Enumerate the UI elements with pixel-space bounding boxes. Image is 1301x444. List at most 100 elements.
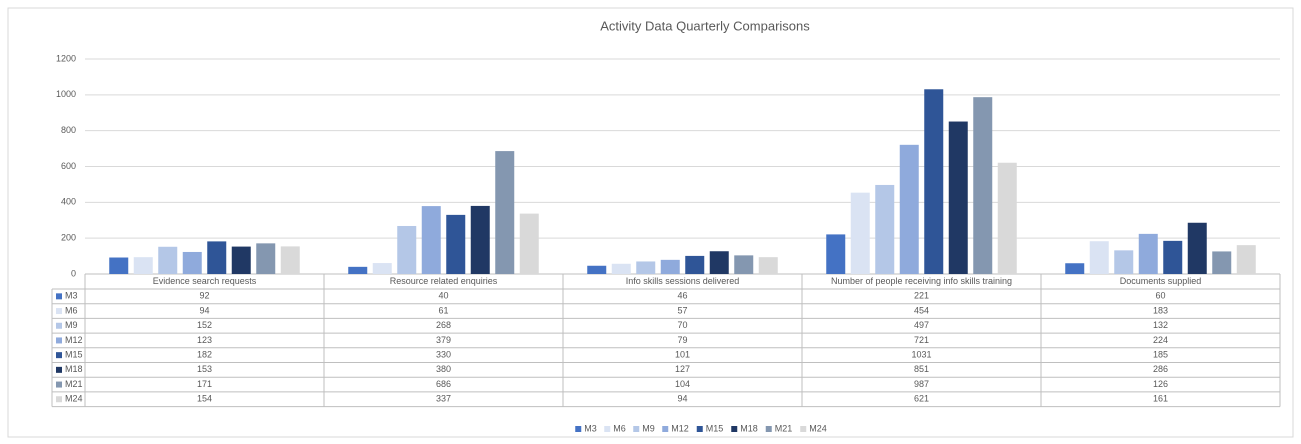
table-value: 46 xyxy=(677,291,687,301)
y-tick-label: 600 xyxy=(61,161,76,171)
table-value: 57 xyxy=(677,305,687,315)
table-value: 61 xyxy=(438,305,448,315)
bar xyxy=(158,246,178,274)
table-series-label: M15 xyxy=(65,350,83,360)
chart-border xyxy=(7,7,1294,438)
table-value: 379 xyxy=(436,335,451,345)
bar xyxy=(948,121,968,274)
table-value: 182 xyxy=(197,350,212,360)
bar xyxy=(280,246,300,274)
table-series-label: M12 xyxy=(65,335,83,345)
table-value: 185 xyxy=(1153,350,1168,360)
table-value: 330 xyxy=(436,350,451,360)
table-value: 123 xyxy=(197,335,212,345)
bar xyxy=(826,234,846,274)
legend-label: M21 xyxy=(775,423,793,433)
table-value: 454 xyxy=(914,305,929,315)
table-series-label: M3 xyxy=(65,291,78,301)
table-value: 127 xyxy=(675,364,690,374)
table-value: 286 xyxy=(1153,364,1168,374)
table-value: 721 xyxy=(914,335,929,345)
y-tick-label: 1200 xyxy=(56,53,76,63)
table-series-label: M24 xyxy=(65,394,83,404)
y-tick-label: 800 xyxy=(61,125,76,135)
x-tick-label: Resource related enquiries xyxy=(390,276,498,286)
bar xyxy=(397,225,417,274)
bar xyxy=(973,97,993,274)
table-key xyxy=(56,352,62,359)
legend-key xyxy=(575,426,582,432)
table-value: 171 xyxy=(197,379,212,389)
table-value: 101 xyxy=(675,350,690,360)
table-value: 851 xyxy=(914,364,929,374)
table-value: 79 xyxy=(677,335,687,345)
legend-label: M6 xyxy=(613,423,626,433)
bar xyxy=(256,243,276,274)
bar xyxy=(1236,245,1256,274)
table-value: 224 xyxy=(1153,335,1168,345)
x-tick-label: Documents supplied xyxy=(1120,276,1202,286)
bar xyxy=(1212,251,1232,274)
table-key xyxy=(56,293,62,300)
table-value: 60 xyxy=(1155,291,1165,301)
legend-key xyxy=(765,426,772,432)
legend-label: M24 xyxy=(809,423,827,433)
bar xyxy=(685,255,705,274)
bar xyxy=(421,206,441,274)
table-series-label: M18 xyxy=(65,364,83,374)
legend-key xyxy=(662,426,669,432)
bar xyxy=(495,151,515,274)
table-value: 161 xyxy=(1153,394,1168,404)
table-value: 686 xyxy=(436,379,451,389)
bar xyxy=(348,266,368,274)
bar xyxy=(850,192,870,274)
legend-key xyxy=(731,426,738,432)
bar xyxy=(109,257,129,274)
legend-label: M3 xyxy=(584,423,597,433)
bar xyxy=(133,257,153,274)
legend-key xyxy=(633,426,640,432)
bar xyxy=(446,214,466,274)
table-value: 380 xyxy=(436,364,451,374)
table-key xyxy=(56,308,62,315)
table-series-label: M21 xyxy=(65,379,83,389)
table-value: 337 xyxy=(436,394,451,404)
bar xyxy=(611,263,631,274)
legend-label: M18 xyxy=(740,423,758,433)
bar xyxy=(519,213,539,274)
bar xyxy=(1187,222,1207,274)
bar xyxy=(1089,241,1109,274)
x-tick-label: Evidence search requests xyxy=(153,276,257,286)
y-tick-label: 1000 xyxy=(56,89,76,99)
table-value: 621 xyxy=(914,394,929,404)
table-value: 92 xyxy=(199,291,209,301)
legend-key xyxy=(800,426,807,432)
table-value: 154 xyxy=(197,394,212,404)
table-value: 221 xyxy=(914,291,929,301)
table-key xyxy=(56,396,62,403)
y-tick-label: 200 xyxy=(61,233,76,243)
y-tick-label: 0 xyxy=(71,268,76,278)
legend-label: M15 xyxy=(706,423,724,433)
legend-key xyxy=(604,426,611,432)
bar xyxy=(636,261,656,274)
x-tick-label: Info skills sessions delivered xyxy=(626,276,740,286)
bar xyxy=(997,162,1017,274)
bar xyxy=(182,251,202,274)
bar xyxy=(587,265,607,274)
bar xyxy=(207,241,227,274)
x-tick-label: Number of people receiving info skills t… xyxy=(831,276,1012,286)
table-value: 104 xyxy=(675,379,690,389)
bar xyxy=(758,257,778,274)
bar xyxy=(709,251,729,274)
legend-key xyxy=(696,426,703,432)
table-value: 183 xyxy=(1153,305,1168,315)
bar xyxy=(1163,240,1183,274)
bar xyxy=(372,263,392,274)
table-series-label: M6 xyxy=(65,305,78,315)
legend-label: M12 xyxy=(671,423,689,433)
table-value: 153 xyxy=(197,364,212,374)
bar xyxy=(1065,263,1085,274)
